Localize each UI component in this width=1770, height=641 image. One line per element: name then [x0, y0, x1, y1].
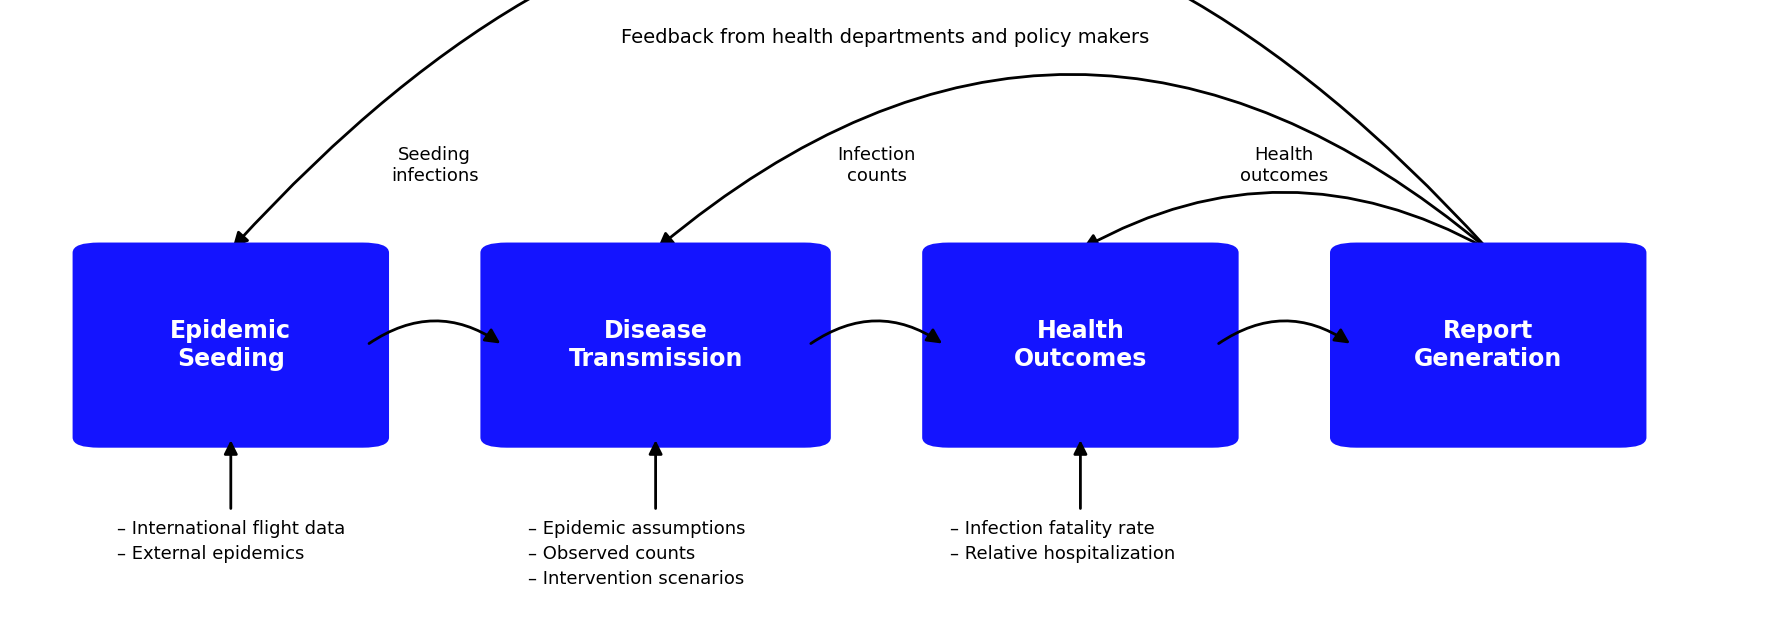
- FancyBboxPatch shape: [1331, 244, 1646, 447]
- Text: – Infection fatality rate
– Relative hospitalization: – Infection fatality rate – Relative hos…: [949, 520, 1175, 563]
- Text: Feedback from health departments and policy makers: Feedback from health departments and pol…: [621, 28, 1149, 47]
- Text: Infection
counts: Infection counts: [837, 146, 915, 185]
- Text: – International flight data
– External epidemics: – International flight data – External e…: [117, 520, 345, 563]
- Text: Health
outcomes: Health outcomes: [1241, 146, 1329, 185]
- Text: Epidemic
Seeding: Epidemic Seeding: [170, 319, 292, 371]
- FancyBboxPatch shape: [481, 244, 830, 447]
- Text: Disease
Transmission: Disease Transmission: [568, 319, 743, 371]
- FancyBboxPatch shape: [74, 244, 388, 447]
- FancyBboxPatch shape: [924, 244, 1237, 447]
- Text: Health
Outcomes: Health Outcomes: [1014, 319, 1147, 371]
- Text: Report
Generation: Report Generation: [1414, 319, 1563, 371]
- Text: Seeding
infections: Seeding infections: [391, 146, 478, 185]
- Text: – Epidemic assumptions
– Observed counts
– Intervention scenarios: – Epidemic assumptions – Observed counts…: [527, 520, 745, 588]
